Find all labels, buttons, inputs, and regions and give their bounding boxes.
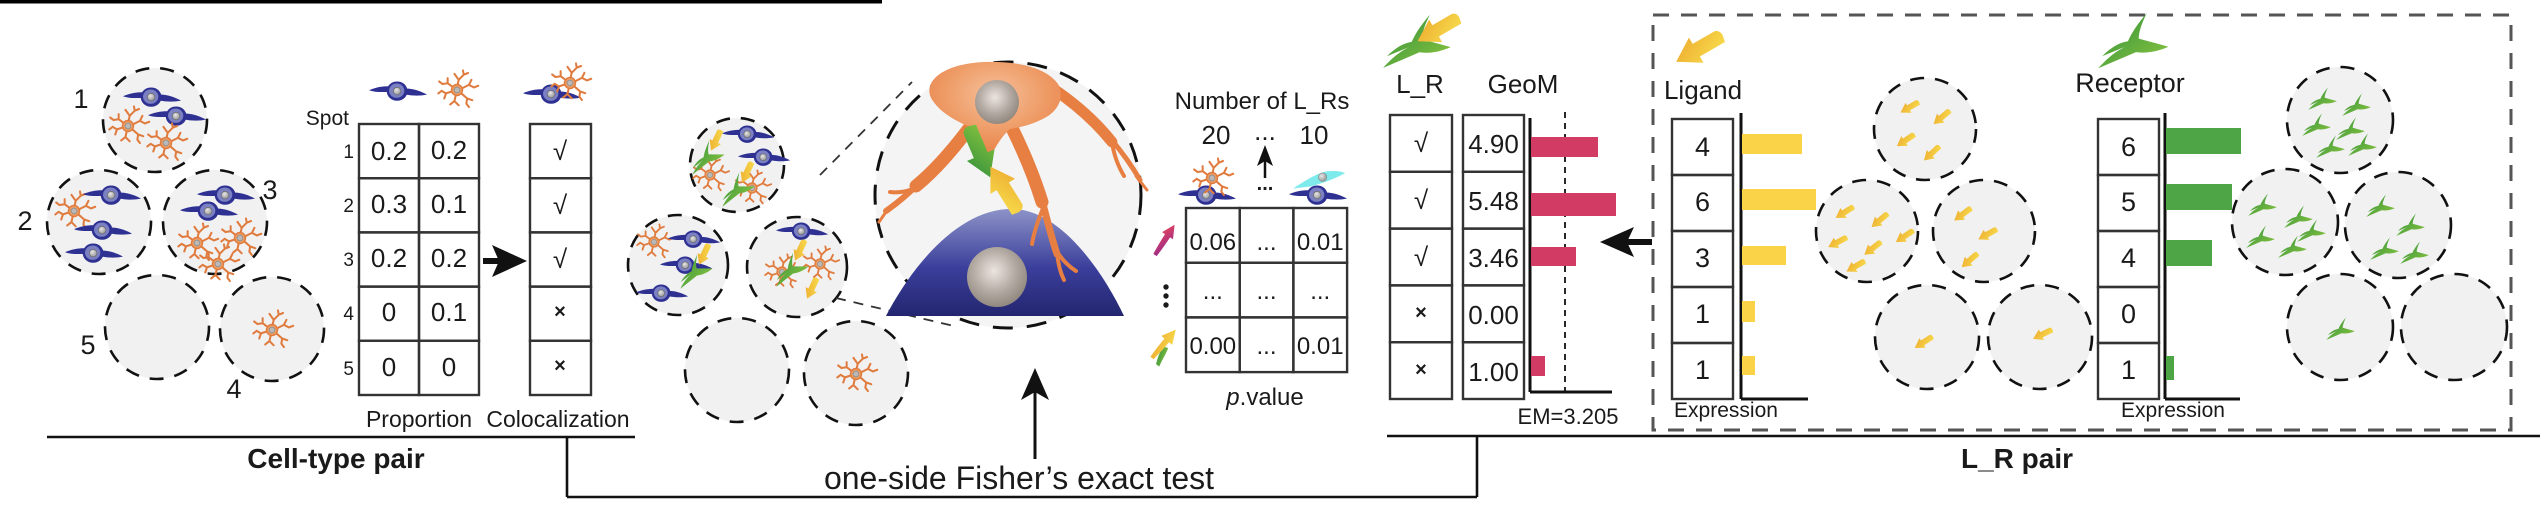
svg-text:√: √ <box>553 244 568 274</box>
svg-text:...: ... <box>1203 278 1223 305</box>
svg-text:0.00: 0.00 <box>1468 300 1519 330</box>
svg-text:0.2: 0.2 <box>431 243 467 273</box>
svg-text:0.06: 0.06 <box>1189 229 1236 256</box>
svg-text:...: ... <box>1256 333 1276 360</box>
svg-text:0.00: 0.00 <box>1189 333 1236 360</box>
svg-text:0: 0 <box>382 352 396 382</box>
svg-text:4: 4 <box>2121 243 2136 273</box>
svg-text:5: 5 <box>80 330 95 360</box>
svg-text:1: 1 <box>73 84 88 114</box>
svg-text:2: 2 <box>343 196 354 217</box>
svg-text:0.1: 0.1 <box>431 297 467 327</box>
svg-text:×: × <box>1415 302 1427 324</box>
svg-text:1.00: 1.00 <box>1468 357 1519 387</box>
svg-text:5: 5 <box>343 359 354 380</box>
svg-text:Number of L_Rs: Number of L_Rs <box>1175 88 1350 115</box>
svg-text:Expression: Expression <box>1674 399 1778 422</box>
svg-text:√: √ <box>553 190 568 220</box>
svg-text:GeoM: GeoM <box>1488 69 1559 99</box>
svg-text:Spot: Spot <box>306 107 349 130</box>
svg-text:0.2: 0.2 <box>371 136 407 166</box>
svg-text:3.46: 3.46 <box>1468 243 1519 273</box>
svg-text:6: 6 <box>2121 132 2136 162</box>
svg-text:0.1: 0.1 <box>431 189 467 219</box>
svg-text:20: 20 <box>1202 120 1231 150</box>
svg-text:Ligand: Ligand <box>1664 75 1742 105</box>
svg-text:...: ... <box>1257 173 1274 195</box>
svg-text:5: 5 <box>2121 187 2136 217</box>
svg-text:0.2: 0.2 <box>371 243 407 273</box>
svg-text:0.2: 0.2 <box>431 135 467 165</box>
svg-text:Expression: Expression <box>2121 399 2225 422</box>
svg-text:0: 0 <box>2121 299 2136 329</box>
svg-text:1: 1 <box>343 142 354 163</box>
svg-text:0: 0 <box>382 297 396 327</box>
svg-text:...: ... <box>1256 229 1276 256</box>
svg-text:L_R: L_R <box>1396 69 1444 99</box>
svg-text:10: 10 <box>1300 120 1329 150</box>
svg-text:×: × <box>1415 359 1427 381</box>
svg-text:0.3: 0.3 <box>371 189 407 219</box>
svg-text:√: √ <box>553 136 568 166</box>
svg-text:1: 1 <box>1695 299 1710 329</box>
svg-text:...: ... <box>1310 278 1330 305</box>
svg-text:Cell-type pair: Cell-type pair <box>247 443 424 474</box>
svg-text:√: √ <box>1414 185 1429 215</box>
svg-text:×: × <box>554 301 566 323</box>
svg-text:0.01: 0.01 <box>1297 333 1344 360</box>
svg-text:3: 3 <box>343 250 354 271</box>
svg-text:5.48: 5.48 <box>1468 186 1519 216</box>
svg-text:3: 3 <box>1695 243 1710 273</box>
svg-text:...: ... <box>1254 116 1276 146</box>
svg-text:3: 3 <box>262 175 277 205</box>
svg-text:6: 6 <box>1695 187 1710 217</box>
svg-text:2: 2 <box>17 206 32 236</box>
svg-text:one-side Fisher’s exact test: one-side Fisher’s exact test <box>824 460 1214 496</box>
svg-text:L_R pair: L_R pair <box>1961 443 2073 474</box>
svg-text:√: √ <box>1414 128 1429 158</box>
svg-text:4: 4 <box>343 304 354 325</box>
svg-text:√: √ <box>1414 242 1429 272</box>
svg-text:0.01: 0.01 <box>1297 229 1344 256</box>
svg-text:0: 0 <box>442 352 456 382</box>
svg-text:4: 4 <box>226 374 241 404</box>
svg-text:1: 1 <box>2121 355 2136 385</box>
svg-text:Colocalization: Colocalization <box>486 406 629 432</box>
svg-text:Proportion: Proportion <box>366 406 472 432</box>
svg-text:Receptor: Receptor <box>2075 68 2185 98</box>
svg-text:EM=3.205: EM=3.205 <box>1518 404 1619 429</box>
svg-text:1: 1 <box>1695 355 1710 385</box>
svg-text:p.value: p.value <box>1225 384 1303 411</box>
svg-text:4: 4 <box>1695 132 1710 162</box>
svg-text:4.90: 4.90 <box>1468 129 1519 159</box>
svg-text:...: ... <box>1256 278 1276 305</box>
svg-text:×: × <box>554 355 566 377</box>
